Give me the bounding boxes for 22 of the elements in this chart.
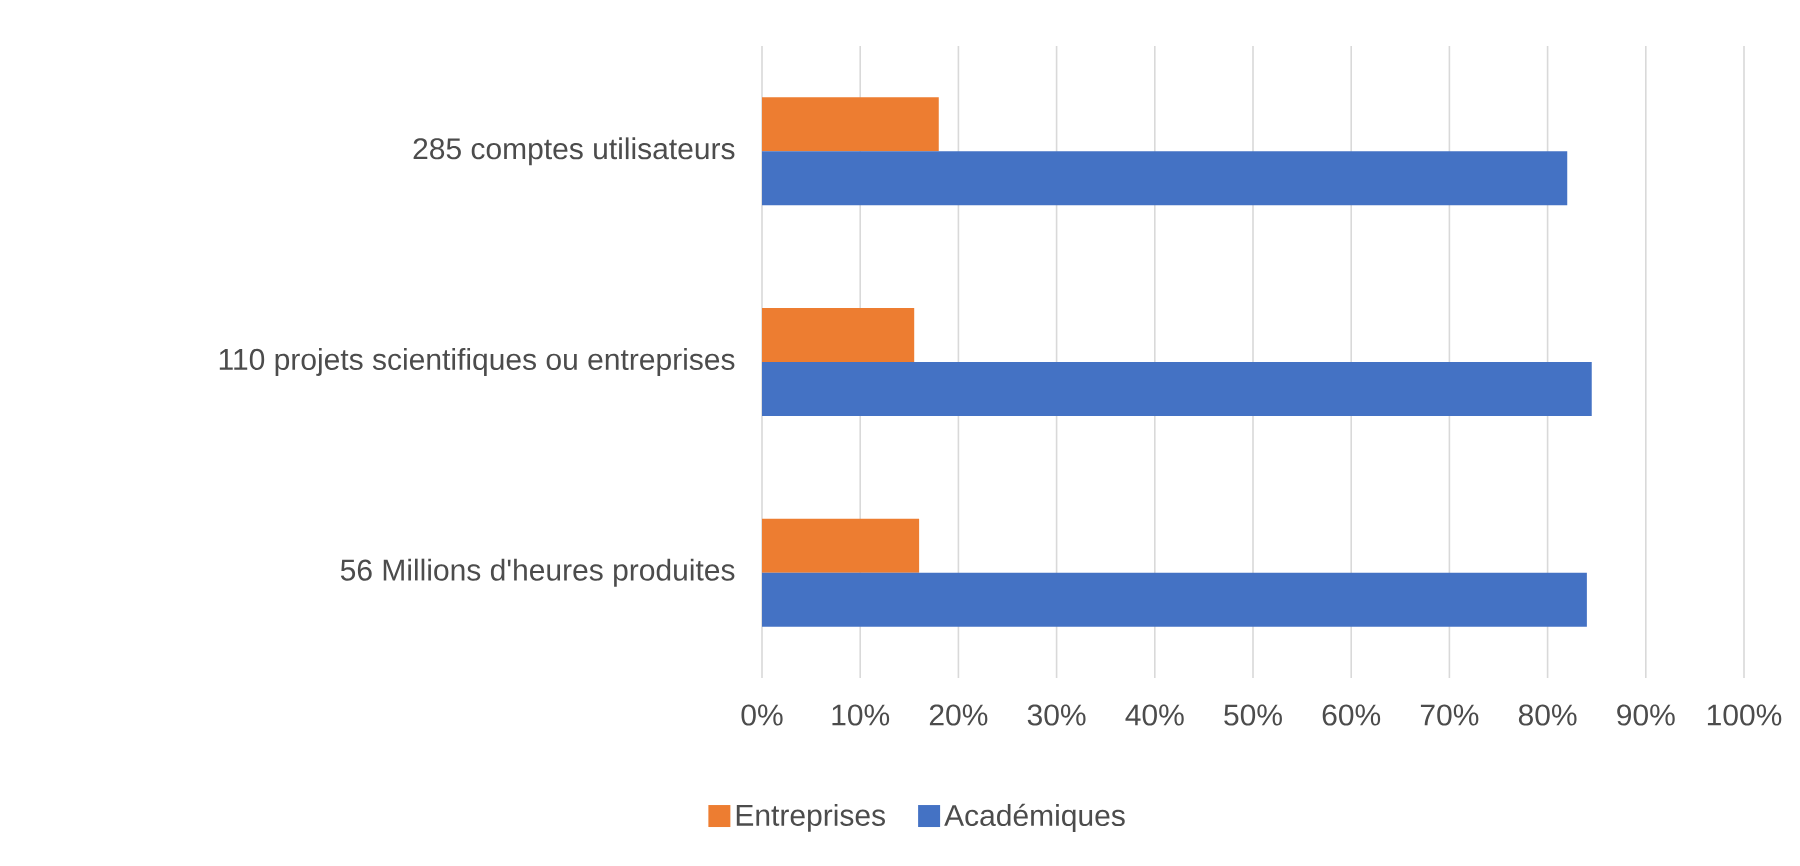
bar bbox=[762, 151, 1568, 206]
x-tick-label: 30% bbox=[1027, 704, 1086, 726]
x-tick-label: 90% bbox=[1617, 704, 1675, 726]
y-tick-label: 285 comptes utilisateurs bbox=[413, 137, 735, 166]
x-tick-label: 20% bbox=[929, 704, 988, 726]
bar bbox=[762, 362, 1592, 416]
bar bbox=[762, 572, 1587, 627]
x-tick-label: 80% bbox=[1518, 704, 1577, 726]
bar bbox=[762, 97, 939, 152]
y-tick-label: 56 Millions d'heures produites bbox=[340, 558, 735, 587]
x-tick-label: 50% bbox=[1224, 704, 1282, 726]
x-tick-label: 100% bbox=[1707, 704, 1782, 726]
x-tick-label: 40% bbox=[1125, 704, 1184, 726]
bar bbox=[762, 308, 915, 362]
x-tick-label: 60% bbox=[1322, 704, 1381, 726]
legend-label: Académiques bbox=[944, 803, 1125, 833]
x-tick-label: 0% bbox=[741, 704, 783, 726]
x-tick-label: 70% bbox=[1420, 704, 1479, 726]
bar bbox=[762, 518, 920, 573]
legend-label: Entreprises bbox=[736, 803, 885, 832]
y-tick-label: 110 projets scientifiques ou entreprises bbox=[219, 348, 735, 376]
x-tick-label: 10% bbox=[832, 704, 890, 726]
